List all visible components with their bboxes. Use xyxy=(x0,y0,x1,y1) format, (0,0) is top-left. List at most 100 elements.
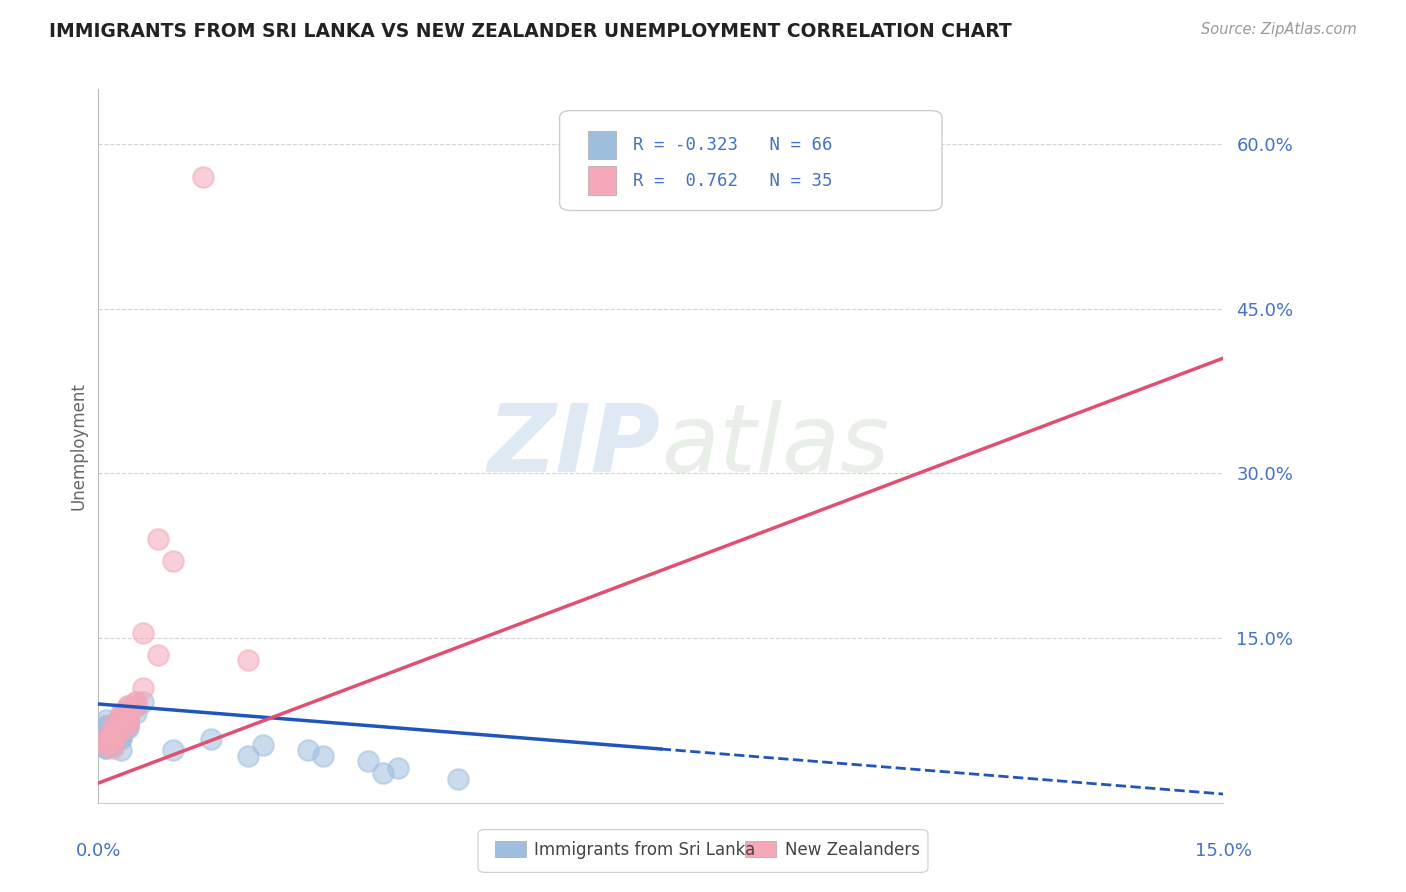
Point xyxy=(125,695,148,709)
Point xyxy=(94,740,117,755)
Point xyxy=(94,728,117,742)
Point xyxy=(103,724,125,739)
Y-axis label: Unemployment: Unemployment xyxy=(69,382,87,510)
Point xyxy=(103,723,125,738)
Point xyxy=(94,739,117,753)
Point xyxy=(110,726,132,740)
Point xyxy=(110,723,132,738)
Point xyxy=(357,754,380,768)
Point xyxy=(110,706,132,720)
Text: R =  0.762   N = 35: R = 0.762 N = 35 xyxy=(633,171,832,189)
Point xyxy=(117,715,139,730)
Point xyxy=(94,730,117,744)
FancyBboxPatch shape xyxy=(588,166,616,194)
Point xyxy=(117,706,139,720)
Point xyxy=(110,721,132,735)
Point xyxy=(117,702,139,716)
Text: R = -0.323   N = 66: R = -0.323 N = 66 xyxy=(633,136,832,153)
Point xyxy=(103,725,125,739)
Point xyxy=(297,743,319,757)
Point xyxy=(103,734,125,748)
Point xyxy=(103,716,125,731)
Point xyxy=(110,710,132,724)
Point xyxy=(148,648,170,662)
Point xyxy=(110,732,132,747)
Point xyxy=(148,533,170,547)
Point xyxy=(238,653,260,667)
Point xyxy=(110,719,132,733)
Point xyxy=(132,681,155,695)
Point xyxy=(110,723,132,738)
Point xyxy=(238,748,260,763)
FancyBboxPatch shape xyxy=(588,130,616,159)
Point xyxy=(312,748,335,763)
Point xyxy=(103,734,125,748)
Point xyxy=(117,714,139,728)
Point xyxy=(125,699,148,714)
Point xyxy=(110,724,132,739)
Point xyxy=(387,761,409,775)
Point xyxy=(94,739,117,754)
Point xyxy=(110,723,132,737)
Point xyxy=(110,743,132,757)
Point xyxy=(110,726,132,740)
Point xyxy=(103,730,125,744)
Point xyxy=(110,730,132,744)
FancyBboxPatch shape xyxy=(560,111,942,211)
Point xyxy=(125,706,148,720)
Point xyxy=(94,723,117,738)
Point xyxy=(162,743,184,757)
Point xyxy=(94,719,117,733)
Point xyxy=(117,699,139,714)
Point xyxy=(110,724,132,739)
Text: atlas: atlas xyxy=(661,401,889,491)
Point xyxy=(132,625,155,640)
Point xyxy=(110,716,132,731)
Point xyxy=(103,721,125,735)
Point xyxy=(117,714,139,728)
Point xyxy=(103,733,125,747)
Point xyxy=(117,706,139,720)
Point xyxy=(103,740,125,755)
Text: IMMIGRANTS FROM SRI LANKA VS NEW ZEALANDER UNEMPLOYMENT CORRELATION CHART: IMMIGRANTS FROM SRI LANKA VS NEW ZEALAND… xyxy=(49,22,1012,41)
Point xyxy=(193,169,215,184)
Point xyxy=(117,716,139,731)
Point xyxy=(125,699,148,714)
Text: Source: ZipAtlas.com: Source: ZipAtlas.com xyxy=(1201,22,1357,37)
Point xyxy=(117,699,139,714)
Point xyxy=(447,772,470,786)
Point xyxy=(117,710,139,724)
Point xyxy=(117,719,139,733)
Point xyxy=(200,732,222,747)
Point xyxy=(94,714,117,728)
Point xyxy=(103,737,125,751)
Point xyxy=(117,716,139,731)
Point xyxy=(162,554,184,568)
Point xyxy=(117,710,139,724)
Point xyxy=(94,732,117,747)
Text: 0.0%: 0.0% xyxy=(76,842,121,860)
Point xyxy=(103,728,125,742)
Point xyxy=(110,721,132,735)
Point xyxy=(103,735,125,749)
Point xyxy=(94,719,117,733)
Text: ZIP: ZIP xyxy=(488,400,661,492)
Point xyxy=(132,695,155,709)
Point xyxy=(103,728,125,742)
Point xyxy=(117,708,139,723)
Point xyxy=(110,716,132,731)
Point xyxy=(103,730,125,744)
Point xyxy=(117,706,139,720)
Point xyxy=(103,723,125,738)
Point xyxy=(110,725,132,739)
Point xyxy=(110,708,132,723)
Point xyxy=(117,721,139,735)
Point xyxy=(117,710,139,724)
Point xyxy=(103,728,125,742)
Point xyxy=(110,710,132,724)
Point xyxy=(125,695,148,709)
Point xyxy=(110,714,132,729)
Point xyxy=(117,714,139,728)
Point xyxy=(252,738,274,752)
Point xyxy=(110,719,132,733)
